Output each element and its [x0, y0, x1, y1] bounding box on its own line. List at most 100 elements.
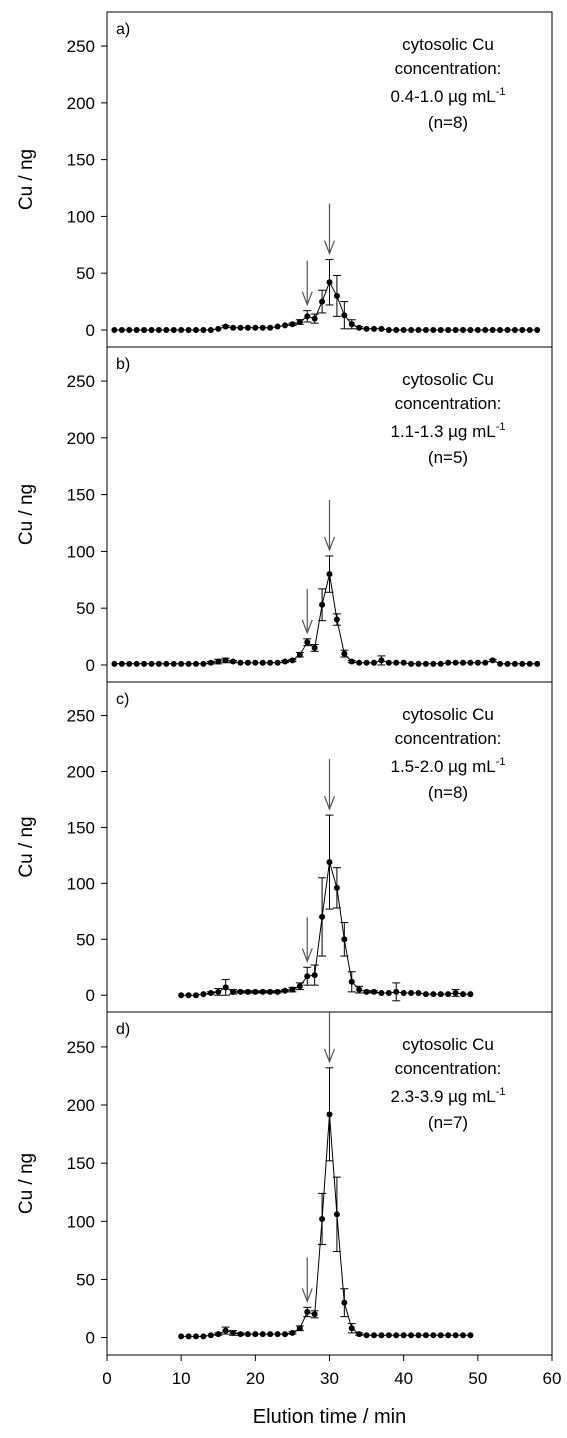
data-point: [267, 1331, 274, 1338]
data-point: [430, 326, 437, 333]
series-1: [111, 259, 541, 333]
data-point: [385, 659, 392, 666]
data-point: [356, 1331, 363, 1338]
data-point: [474, 326, 481, 333]
y-tick-label: 0: [86, 1329, 95, 1348]
data-point: [363, 988, 370, 995]
data-point: [289, 657, 296, 664]
data-point: [452, 659, 459, 666]
data-point: [141, 660, 148, 667]
data-point: [185, 1333, 192, 1340]
data-point: [178, 992, 185, 999]
y-axis-label: Cu / ng: [16, 1153, 37, 1214]
data-point: [400, 326, 407, 333]
data-point: [259, 659, 266, 666]
data-point: [252, 324, 259, 331]
y-tick-label: 50: [76, 1270, 95, 1289]
data-point: [400, 659, 407, 666]
data-point: [126, 660, 133, 667]
data-point: [371, 988, 377, 995]
panel-label: d): [116, 1021, 130, 1038]
x-tick-label: 10: [172, 1369, 191, 1388]
data-point: [437, 326, 444, 333]
data-point: [289, 321, 296, 328]
data-point: [148, 326, 155, 333]
data-point: [467, 991, 474, 998]
peak-arrow: [323, 499, 336, 552]
data-point: [408, 326, 415, 333]
data-point: [489, 326, 496, 333]
data-point: [363, 1332, 370, 1339]
data-point: [467, 659, 474, 666]
panel-label: a): [116, 21, 130, 38]
data-point: [415, 1332, 422, 1339]
data-point: [378, 989, 385, 996]
data-point: [193, 992, 199, 999]
data-point: [244, 659, 251, 666]
data-point: [163, 660, 170, 667]
data-point: [460, 326, 466, 333]
data-point: [207, 989, 214, 996]
data-point: [356, 324, 363, 331]
data-point: [356, 986, 363, 993]
data-point: [252, 988, 259, 995]
x-tick-label: 40: [394, 1369, 413, 1388]
data-point: [267, 324, 274, 331]
annotation-line: (n=8): [428, 783, 468, 802]
data-point: [430, 660, 437, 667]
y-tick-label: 50: [76, 264, 95, 283]
data-point: [333, 292, 340, 299]
y-tick-label: 150: [67, 486, 95, 505]
data-point: [118, 660, 125, 667]
data-point: [445, 326, 452, 333]
data-point: [482, 659, 489, 666]
data-point: [348, 1325, 355, 1332]
arrow-head: [323, 1048, 336, 1064]
x-axis: 0 10 20 30 40 50 60: [102, 1355, 561, 1388]
data-point: [378, 1332, 385, 1339]
data-point: [230, 988, 237, 995]
data-point: [289, 1329, 296, 1336]
data-point: [178, 1333, 185, 1340]
data-point: [311, 1311, 318, 1318]
data-point: [415, 989, 422, 996]
data-point: [348, 978, 355, 985]
data-point: [526, 326, 533, 333]
data-point: [185, 326, 192, 333]
data-point: [126, 326, 133, 333]
series-1: [111, 555, 541, 667]
peak-arrow: [301, 260, 313, 307]
data-point: [452, 1332, 459, 1339]
data-point: [311, 644, 318, 651]
data-point: [363, 659, 370, 666]
data-point: [408, 660, 415, 667]
data-point: [326, 279, 333, 286]
x-tick-label: 20: [246, 1369, 265, 1388]
x-tick-label: 60: [543, 1369, 562, 1388]
data-point: [371, 1332, 377, 1339]
data-point: [341, 1299, 348, 1306]
data-point: [311, 972, 318, 979]
annotation-concentration: 1.1-1.3 µg mL-1: [390, 421, 505, 441]
data-point: [311, 315, 318, 322]
data-point: [200, 991, 207, 998]
data-point: [333, 884, 340, 891]
data-point: [326, 571, 333, 578]
x-tick-label: 0: [102, 1369, 111, 1388]
annotation-line: concentration:: [395, 59, 502, 78]
panels: 0 50 100 150 200 250 Cu / ng a) cytosolic Cu conc…: [16, 11, 553, 1356]
data-point: [504, 326, 511, 333]
data-point: [111, 660, 118, 667]
data-point: [193, 660, 199, 667]
y-tick-label: 50: [76, 930, 95, 949]
data-point: [371, 325, 377, 332]
data-point: [200, 326, 207, 333]
data-point: [326, 1111, 333, 1118]
data-point: [304, 1308, 311, 1315]
y-tick-label: 150: [67, 1154, 95, 1173]
data-point: [237, 659, 244, 666]
y-tick-label: 200: [67, 762, 95, 781]
y-axis-label: Cu / ng: [16, 816, 37, 877]
annotation-line: concentration:: [395, 729, 502, 748]
data-point: [437, 1332, 444, 1339]
